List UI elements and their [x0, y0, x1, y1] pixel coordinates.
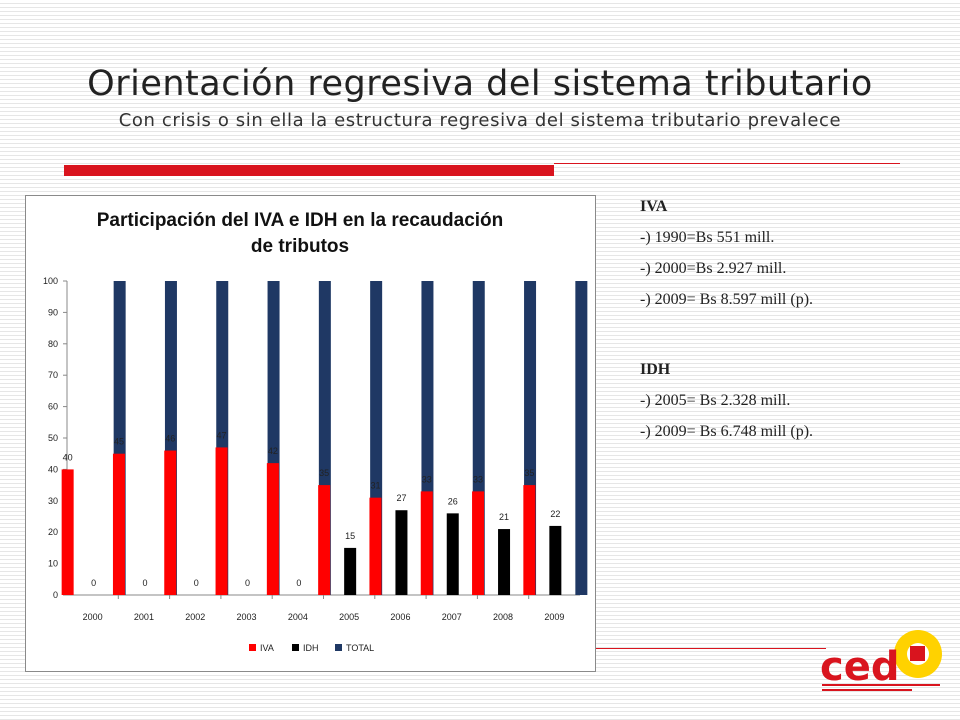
- iva-note-2000: -) 2000=Bs 2.927 mill.: [640, 260, 787, 277]
- notes-panel: IVA -) 1990=Bs 551 mill. -) 2000=Bs 2.92…: [640, 196, 940, 452]
- data-label-idh: 0: [245, 578, 250, 588]
- idh-note-2009: -) 2009= Bs 6.748 mill (p).: [640, 423, 814, 440]
- data-label-idh: 21: [499, 512, 509, 522]
- title-underline-bar: [64, 165, 554, 176]
- data-label-iva: 40: [63, 452, 73, 462]
- y-tick-label: 30: [48, 496, 58, 506]
- bar-iva: [420, 491, 433, 595]
- data-label-iva: 31: [370, 481, 380, 491]
- y-tick-label: 100: [43, 276, 58, 286]
- y-tick-label: 90: [48, 307, 58, 317]
- bar-idh: [344, 547, 357, 595]
- legend-label-iva: IVA: [260, 643, 274, 653]
- data-label-idh: 22: [550, 509, 560, 519]
- y-tick-label: 80: [48, 339, 58, 349]
- chart-title-line-2: de tributos: [250, 236, 350, 257]
- y-tick-label: 10: [48, 559, 58, 569]
- x-tick-label: 2007: [442, 612, 462, 622]
- y-tick-label: 60: [48, 402, 58, 412]
- x-tick-label: 2000: [83, 612, 103, 622]
- data-label-iva: 46: [165, 434, 175, 444]
- footer-rule: [596, 648, 826, 649]
- legend-swatch-idh: [292, 644, 299, 651]
- bar-chart: 0 10 20 30 40 50 60 70 80 90 100 2000 40 0 2001 45 0 2002…: [43, 276, 588, 653]
- legend-label-idh: IDH: [303, 643, 319, 653]
- iva-note-1990: -) 1990=Bs 551 mill.: [640, 229, 775, 246]
- bar-iva: [112, 453, 125, 595]
- chart-title-line-1: Participación del IVA e IDH en la recaud…: [96, 210, 504, 231]
- x-tick-label: 2004: [288, 612, 308, 622]
- idh-heading: IDH: [640, 361, 671, 378]
- data-label-idh: 27: [396, 493, 406, 503]
- iva-heading: IVA: [640, 198, 668, 215]
- legend-label-total: TOTAL: [346, 643, 374, 653]
- y-tick-label: 50: [48, 433, 58, 443]
- x-tick-label: 2005: [339, 612, 359, 622]
- title-underline-rule: [554, 163, 900, 164]
- data-label-idh: 26: [448, 496, 458, 506]
- bar-iva: [61, 469, 74, 595]
- data-label-idh: 0: [194, 578, 199, 588]
- data-label-idh: 15: [345, 531, 355, 541]
- y-tick-label: 20: [48, 527, 58, 537]
- chart-title: Participación del IVA e IDH en la recaud…: [40, 208, 560, 260]
- legend-swatch-total: [335, 644, 342, 651]
- x-tick-label: 2008: [493, 612, 513, 622]
- bar-idh: [549, 525, 562, 595]
- bar-iva: [369, 497, 382, 595]
- data-label-iva: 42: [268, 446, 278, 456]
- slide-title: Orientación regresiva del sistema tribut…: [87, 64, 873, 104]
- bar-iva: [164, 450, 177, 595]
- x-tick-label: 2001: [134, 612, 154, 622]
- data-label-idh: 0: [142, 578, 147, 588]
- bar-idh: [498, 529, 511, 595]
- data-label-iva: 45: [114, 437, 124, 447]
- data-label-idh: 0: [91, 578, 96, 588]
- slide-subtitle: Con crisis o sin ella la estructura regr…: [118, 110, 842, 131]
- bar-iva: [472, 491, 485, 595]
- bar-iva: [523, 485, 536, 595]
- x-tick-label: 2002: [185, 612, 205, 622]
- data-label-iva: 33: [473, 474, 483, 484]
- x-tick-label: 2003: [237, 612, 257, 622]
- y-tick-label: 40: [48, 464, 58, 474]
- iva-note-2009: -) 2009= Bs 8.597 mill (p).: [640, 291, 814, 308]
- legend-swatch-iva: [249, 644, 256, 651]
- x-tick-label: 2009: [544, 612, 564, 622]
- data-label-iva: 33: [422, 474, 432, 484]
- bar-iva: [215, 447, 228, 595]
- bar-iva: [318, 485, 331, 595]
- idh-note-2005: -) 2005= Bs 2.328 mill.: [640, 392, 791, 409]
- data-label-iva: 47: [217, 430, 227, 440]
- bar-idh: [446, 513, 459, 595]
- notes-spacer: [640, 320, 940, 359]
- data-label-iva: 35: [524, 468, 534, 478]
- bar-iva: [266, 463, 279, 595]
- bar-total: [575, 281, 588, 595]
- y-tick-label: 70: [48, 370, 58, 380]
- y-tick-label: 0: [53, 590, 58, 600]
- data-label-idh: 0: [296, 578, 301, 588]
- logo-text: ced: [820, 644, 899, 690]
- x-tick-label: 2006: [390, 612, 410, 622]
- bar-idh: [395, 510, 408, 595]
- data-label-iva: 35: [319, 468, 329, 478]
- ced-logo: ced: [820, 630, 942, 691]
